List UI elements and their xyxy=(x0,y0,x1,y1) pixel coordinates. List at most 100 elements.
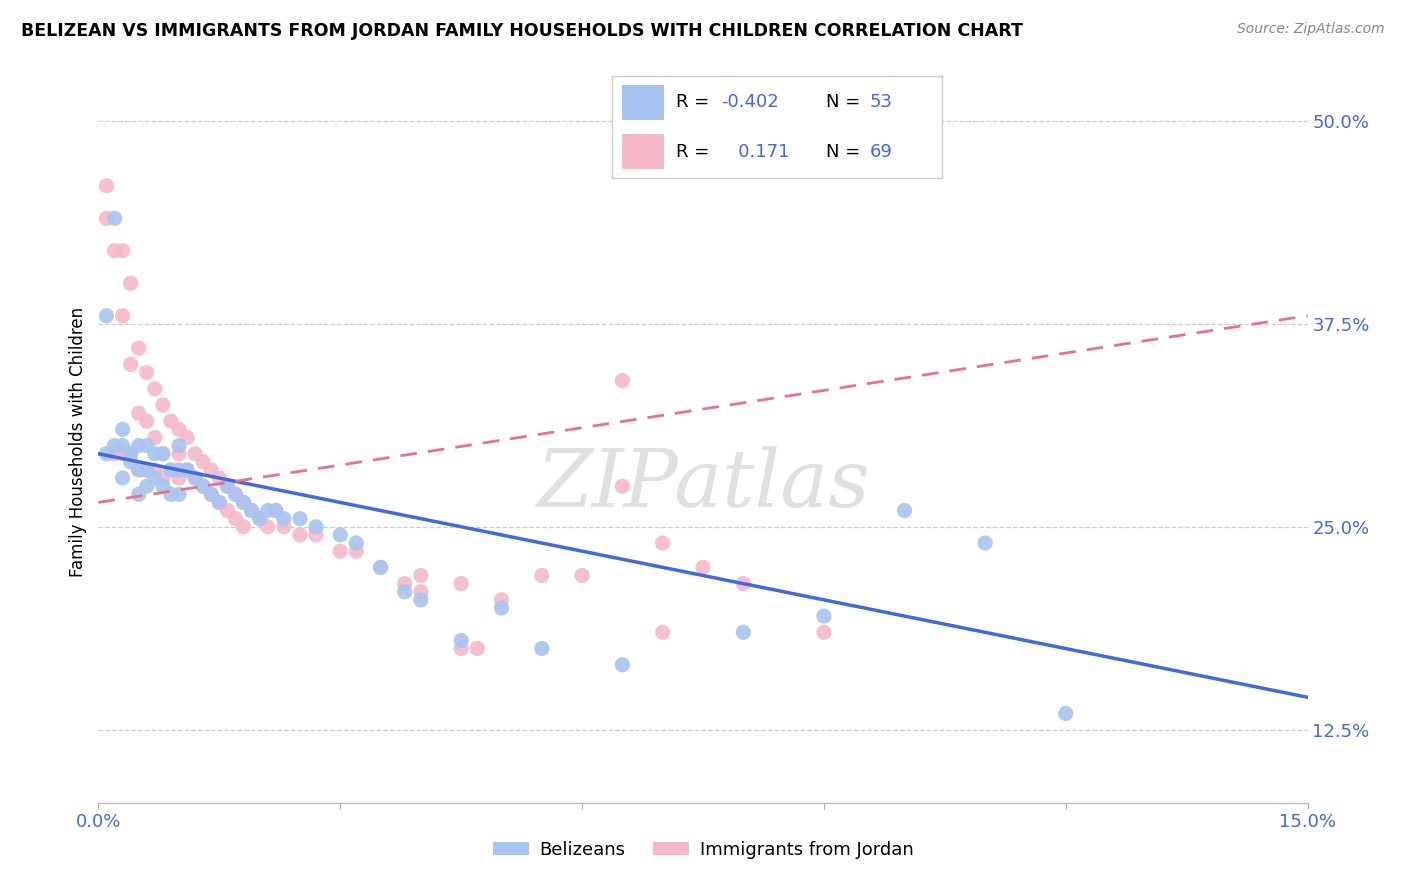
Point xyxy=(193,455,215,469)
Text: 0.171: 0.171 xyxy=(721,143,789,161)
Point xyxy=(143,430,166,444)
Point xyxy=(264,503,287,517)
Point xyxy=(893,503,915,517)
Point xyxy=(96,211,118,226)
Point xyxy=(135,479,157,493)
Point xyxy=(217,503,239,517)
Point xyxy=(103,211,125,226)
Point xyxy=(143,447,166,461)
Point xyxy=(208,495,231,509)
Point xyxy=(612,479,634,493)
Point xyxy=(530,568,553,582)
Point xyxy=(128,487,150,501)
Point xyxy=(409,568,432,582)
Point xyxy=(288,528,311,542)
Point xyxy=(232,520,254,534)
Point xyxy=(813,625,835,640)
Point xyxy=(152,398,174,412)
Point xyxy=(160,487,183,501)
Point xyxy=(465,641,488,656)
Point xyxy=(344,544,367,558)
Point xyxy=(152,447,174,461)
Point xyxy=(128,439,150,453)
Bar xyxy=(621,85,665,120)
Point xyxy=(264,503,287,517)
Point xyxy=(152,471,174,485)
Point xyxy=(111,439,134,453)
Legend: Belizeans, Immigrants from Jordan: Belizeans, Immigrants from Jordan xyxy=(485,834,921,866)
Point xyxy=(152,479,174,493)
Point xyxy=(651,536,673,550)
Point xyxy=(111,244,134,258)
Point xyxy=(96,178,118,193)
Bar xyxy=(621,135,665,169)
Point xyxy=(240,503,263,517)
Text: Source: ZipAtlas.com: Source: ZipAtlas.com xyxy=(1237,22,1385,37)
Point xyxy=(111,309,134,323)
Point xyxy=(491,601,513,615)
Point xyxy=(160,463,183,477)
Point xyxy=(143,463,166,477)
Point xyxy=(96,309,118,323)
Point xyxy=(305,520,328,534)
Point xyxy=(571,568,593,582)
Point xyxy=(409,584,432,599)
Point xyxy=(184,471,207,485)
Text: R =: R = xyxy=(676,143,716,161)
Text: 69: 69 xyxy=(869,143,893,161)
Point xyxy=(733,576,755,591)
Text: -0.402: -0.402 xyxy=(721,94,779,112)
Point xyxy=(128,341,150,355)
Point xyxy=(200,487,222,501)
Point xyxy=(143,471,166,485)
Text: BELIZEAN VS IMMIGRANTS FROM JORDAN FAMILY HOUSEHOLDS WITH CHILDREN CORRELATION C: BELIZEAN VS IMMIGRANTS FROM JORDAN FAMIL… xyxy=(21,22,1024,40)
Point xyxy=(329,544,352,558)
Text: R =: R = xyxy=(676,94,716,112)
Point xyxy=(491,592,513,607)
Point xyxy=(208,495,231,509)
Point xyxy=(450,641,472,656)
Point xyxy=(160,414,183,428)
Point xyxy=(111,447,134,461)
Point xyxy=(135,366,157,380)
Point xyxy=(409,592,432,607)
Text: N =: N = xyxy=(827,94,866,112)
Point xyxy=(651,625,673,640)
Point xyxy=(217,479,239,493)
Point xyxy=(167,422,190,436)
Text: N =: N = xyxy=(827,143,866,161)
Point xyxy=(143,382,166,396)
Point xyxy=(193,479,215,493)
Point xyxy=(135,463,157,477)
Point xyxy=(111,422,134,436)
Text: ZIPatlas: ZIPatlas xyxy=(536,446,870,524)
Point xyxy=(135,439,157,453)
Point xyxy=(120,447,142,461)
Point xyxy=(167,463,190,477)
Point xyxy=(135,463,157,477)
Text: 53: 53 xyxy=(869,94,893,112)
Point xyxy=(193,479,215,493)
Point xyxy=(394,576,416,591)
Point xyxy=(273,511,295,525)
Point xyxy=(128,406,150,420)
Point xyxy=(232,495,254,509)
Point xyxy=(167,439,190,453)
Y-axis label: Family Households with Children: Family Households with Children xyxy=(69,307,87,576)
Point xyxy=(344,536,367,550)
Point xyxy=(167,471,190,485)
Point xyxy=(96,447,118,461)
Point xyxy=(167,487,190,501)
Point xyxy=(224,511,246,525)
Point xyxy=(370,560,392,574)
Point xyxy=(305,528,328,542)
Point xyxy=(176,463,198,477)
Point xyxy=(103,447,125,461)
Point xyxy=(1054,706,1077,721)
Point xyxy=(217,479,239,493)
Point xyxy=(135,414,157,428)
Point xyxy=(249,511,271,525)
Point xyxy=(120,455,142,469)
Point xyxy=(273,520,295,534)
Point xyxy=(974,536,997,550)
